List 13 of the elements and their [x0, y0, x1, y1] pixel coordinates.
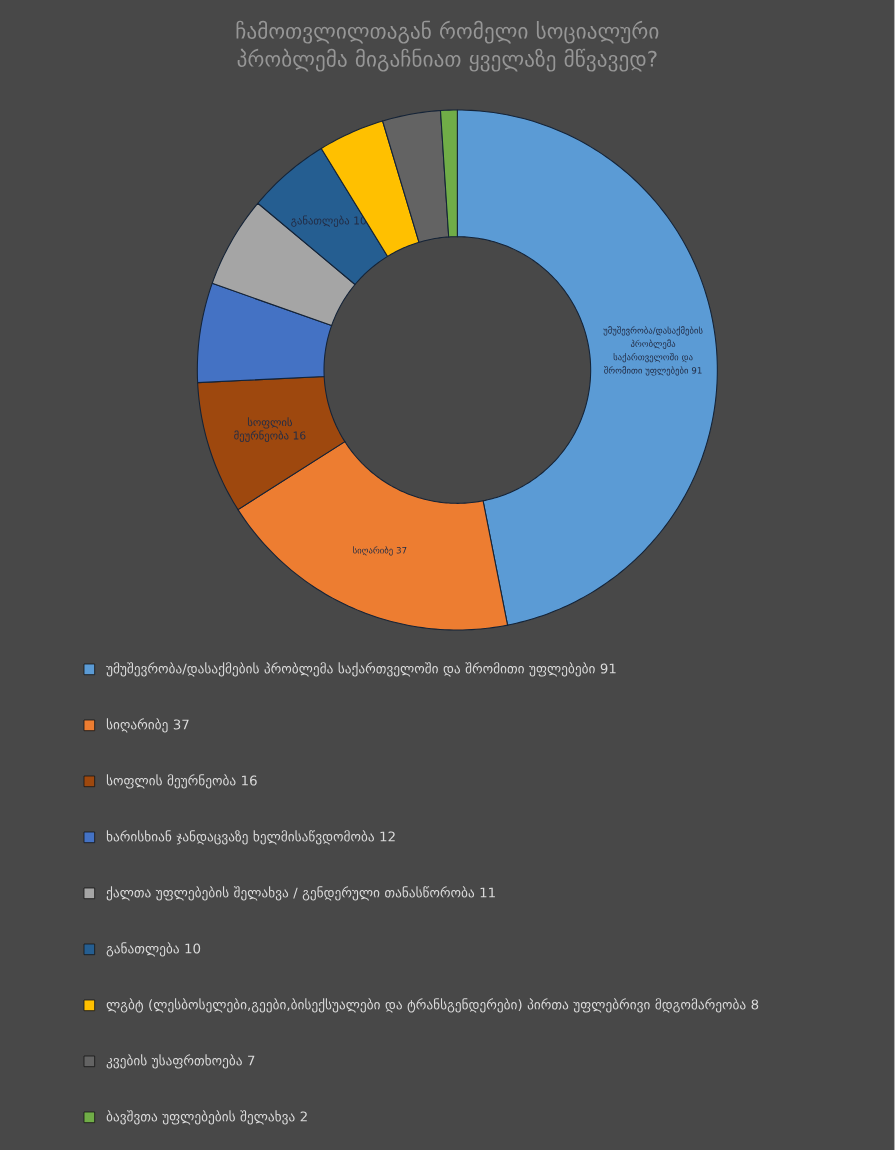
- legend-label: ქალთა უფლებების შელახვა / გენდერული თანასწორობა 11: [106, 886, 496, 901]
- legend-label: ხარისხიან ჯანდაცვაზე ხელმისაწვდომობა 12: [107, 830, 395, 845]
- legend-label: ლგბტ (ლესბოსელები,გეები,ბისექსუალები და ტრანსგენდერები) პირთა უფლებრივი მდგომარეობა 8: [106, 998, 759, 1013]
- data-label: სიღარიბე 37: [353, 546, 407, 556]
- legend-label: ბავშვთა უფლებების შელახვა 2: [106, 1110, 307, 1125]
- data-label: სოფლის მეურნეობა 16: [234, 417, 306, 442]
- data-label: უმუშევრობა/დასაქმების პრობლემა საქართველოში და შრომითი უფლებები 91: [603, 326, 703, 376]
- legend-label: კვების უსაფრთხოება 7: [106, 1054, 255, 1069]
- legend-label: უმუშევრობა/დასაქმების პრობლემა საქართველოში და შრომითი უფლებები 91: [106, 662, 616, 677]
- chart-title: ჩამოთვლილთაგან რომელი სოციალური პრობლემა მიგაჩნიათ ყველაზე მწვავედ?: [236, 20, 659, 72]
- legend-label: სიღარიბე 37: [107, 718, 189, 733]
- legend-label: განათლება 10: [106, 942, 201, 957]
- legend-label: სოფლის მეურნეობა 16: [107, 774, 257, 789]
